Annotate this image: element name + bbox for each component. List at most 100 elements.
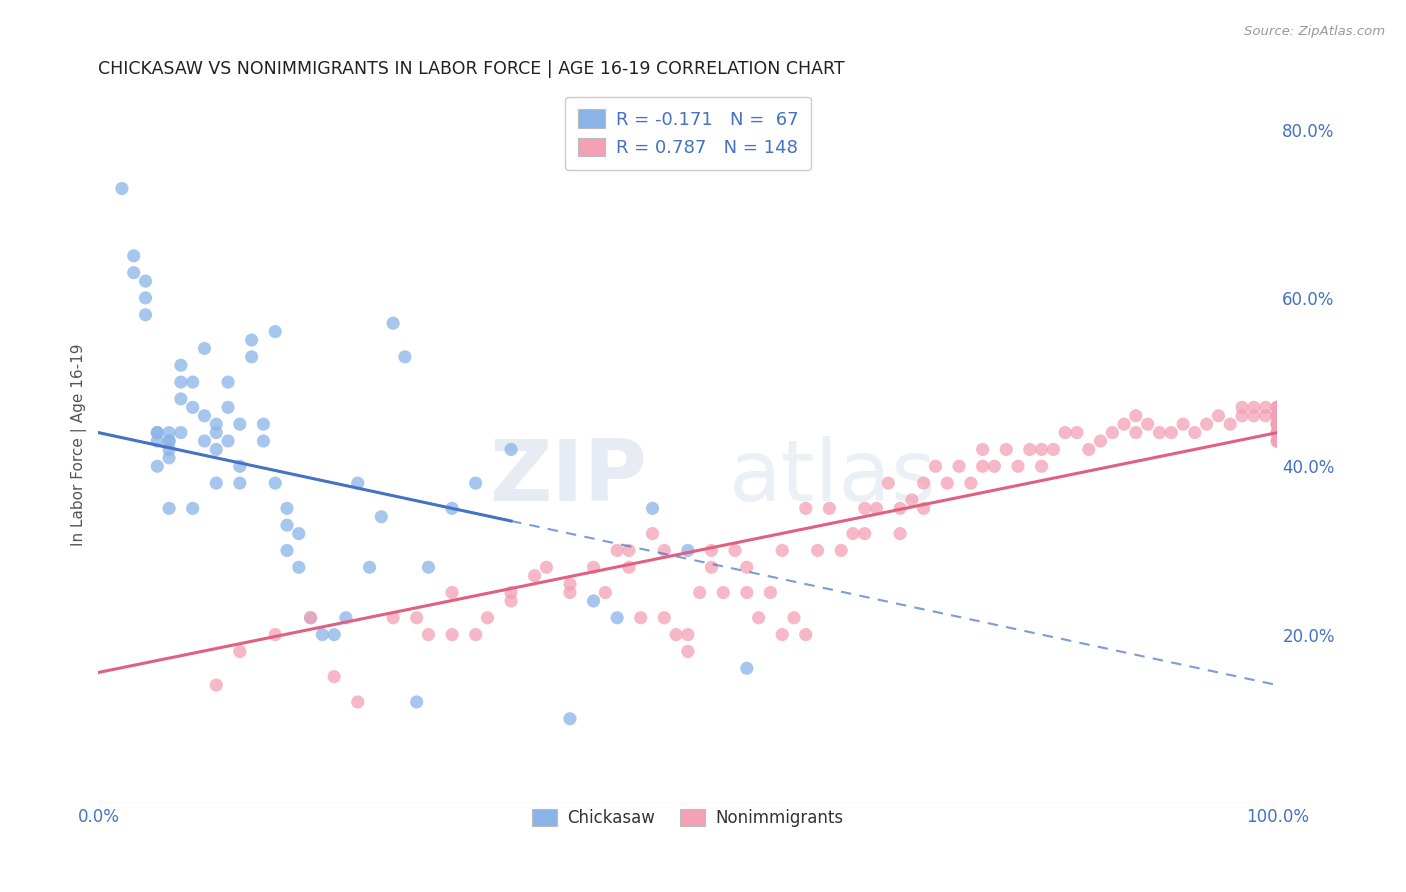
Point — [499, 594, 522, 608]
Point — [499, 585, 522, 599]
Text: ZIP: ZIP — [489, 436, 647, 519]
Point — [1267, 425, 1289, 440]
Point — [359, 560, 381, 574]
Point — [264, 627, 287, 641]
Point — [1267, 409, 1289, 423]
Point — [1267, 409, 1289, 423]
Point — [1267, 434, 1289, 448]
Point — [1077, 442, 1099, 457]
Point — [146, 459, 169, 474]
Point — [405, 695, 427, 709]
Point — [1195, 417, 1218, 432]
Point — [1267, 401, 1289, 415]
Point — [252, 434, 274, 448]
Point — [405, 611, 427, 625]
Point — [464, 627, 486, 641]
Point — [157, 501, 180, 516]
Point — [1267, 425, 1289, 440]
Point — [877, 476, 900, 491]
Point — [1184, 425, 1206, 440]
Point — [122, 266, 145, 280]
Point — [323, 670, 346, 684]
Point — [1149, 425, 1171, 440]
Point — [1042, 442, 1064, 457]
Point — [630, 611, 652, 625]
Point — [676, 644, 699, 658]
Point — [1267, 409, 1289, 423]
Point — [1267, 409, 1289, 423]
Point — [735, 661, 758, 675]
Point — [617, 543, 640, 558]
Point — [323, 627, 346, 641]
Point — [1007, 459, 1029, 474]
Point — [794, 627, 817, 641]
Point — [157, 425, 180, 440]
Point — [170, 425, 193, 440]
Point — [181, 401, 204, 415]
Point — [1018, 442, 1040, 457]
Point — [264, 476, 287, 491]
Point — [1230, 409, 1253, 423]
Text: atlas: atlas — [730, 436, 938, 519]
Point — [1171, 417, 1194, 432]
Point — [1267, 425, 1289, 440]
Point — [229, 476, 252, 491]
Point — [1267, 409, 1289, 423]
Legend: Chickasaw, Nonimmigrants: Chickasaw, Nonimmigrants — [526, 803, 851, 834]
Point — [606, 543, 628, 558]
Point — [1267, 409, 1289, 423]
Point — [1267, 417, 1289, 432]
Point — [370, 509, 392, 524]
Point — [830, 543, 852, 558]
Point — [170, 358, 193, 372]
Point — [276, 543, 298, 558]
Point — [346, 476, 368, 491]
Point — [1267, 417, 1289, 432]
Point — [1267, 425, 1289, 440]
Point — [193, 342, 215, 356]
Point — [1243, 401, 1265, 415]
Point — [995, 442, 1018, 457]
Point — [1267, 425, 1289, 440]
Point — [652, 543, 675, 558]
Point — [912, 501, 935, 516]
Point — [1267, 409, 1289, 423]
Point — [652, 611, 675, 625]
Point — [1267, 434, 1289, 448]
Y-axis label: In Labor Force | Age 16-19: In Labor Force | Age 16-19 — [72, 344, 87, 547]
Point — [122, 249, 145, 263]
Point — [311, 627, 333, 641]
Point — [134, 274, 156, 288]
Point — [1267, 425, 1289, 440]
Point — [1219, 417, 1241, 432]
Point — [676, 543, 699, 558]
Point — [582, 560, 605, 574]
Point — [1230, 401, 1253, 415]
Point — [181, 375, 204, 389]
Point — [595, 585, 617, 599]
Point — [382, 611, 405, 625]
Point — [1267, 434, 1289, 448]
Point — [889, 526, 911, 541]
Point — [1267, 434, 1289, 448]
Point — [818, 501, 841, 516]
Point — [1267, 409, 1289, 423]
Point — [1267, 401, 1289, 415]
Point — [641, 526, 664, 541]
Point — [1267, 425, 1289, 440]
Point — [1267, 409, 1289, 423]
Point — [441, 627, 464, 641]
Point — [1267, 409, 1289, 423]
Point — [1054, 425, 1077, 440]
Point — [1267, 409, 1289, 423]
Point — [748, 611, 770, 625]
Point — [1031, 459, 1053, 474]
Point — [1125, 409, 1147, 423]
Point — [276, 518, 298, 533]
Point — [1267, 409, 1289, 423]
Point — [217, 401, 239, 415]
Point — [1267, 417, 1289, 432]
Point — [240, 333, 263, 347]
Point — [288, 560, 311, 574]
Point — [1267, 425, 1289, 440]
